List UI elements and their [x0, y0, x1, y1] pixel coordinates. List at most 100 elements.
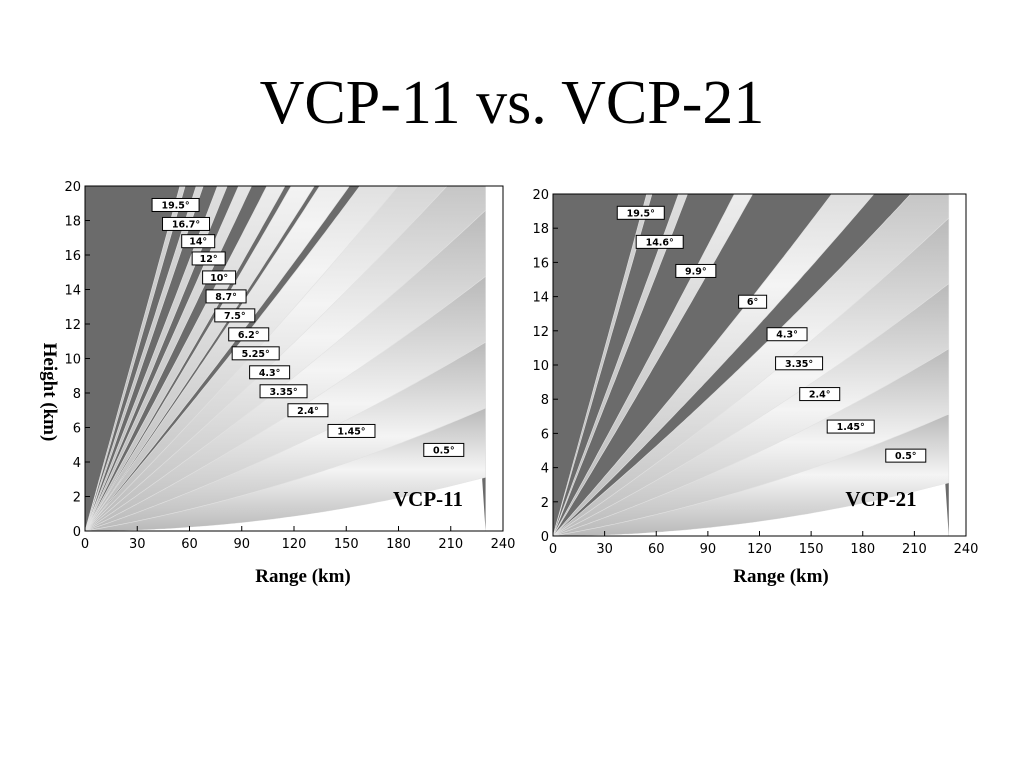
- beam-label-text: 0.5°: [433, 445, 455, 456]
- beam-label-text: 12°: [200, 254, 218, 265]
- y-tick-label: 14: [64, 284, 81, 299]
- beam-label-text: 19.5°: [161, 200, 189, 211]
- beam-label-box: [259, 384, 308, 399]
- x-tick-label: 150: [334, 537, 359, 552]
- y-tick-label: 12: [64, 318, 81, 333]
- beam-label-text: 5.25°: [242, 349, 270, 360]
- beam-label: 1.45°: [826, 419, 875, 434]
- beam-vcp21-3: [553, 194, 875, 536]
- y-tick-label: 16: [532, 256, 549, 271]
- beam-label-box: [249, 365, 291, 380]
- y-tick-label: 6: [541, 427, 549, 442]
- beam-label-text: 0.5°: [895, 451, 917, 462]
- beam-label: 19.5°: [616, 205, 665, 220]
- y-tick-label: 20: [532, 188, 549, 203]
- beam-label-box: [616, 205, 665, 220]
- x-tick-label: 90: [233, 537, 250, 552]
- beam-label-text: 3.35°: [269, 387, 297, 398]
- beam-label: 19.5°: [151, 197, 200, 212]
- beam-label: 0.5°: [423, 442, 465, 457]
- beam-label-text: 6°: [747, 297, 758, 308]
- beam-label-box: [191, 251, 226, 266]
- y-tick-label: 10: [532, 359, 549, 374]
- ground: [85, 478, 486, 531]
- beam-label-text: 1.45°: [837, 422, 865, 433]
- beam-vcp21-0: [553, 194, 653, 536]
- beam-vcp21-1: [553, 194, 688, 536]
- beam-label-text: 10°: [210, 273, 228, 284]
- beam-label: 12°: [191, 251, 226, 266]
- beam-label-box: [287, 403, 329, 418]
- beam-label-box: [775, 356, 824, 371]
- y-tick-label: 12: [532, 325, 549, 340]
- x-tick-label: 180: [386, 537, 411, 552]
- x-tick-label: 120: [747, 542, 772, 557]
- beam-label-text: 4.3°: [259, 368, 281, 379]
- y-tick-label: 4: [73, 456, 81, 471]
- beam-label: 3.35°: [775, 356, 824, 371]
- x-tick-label: 210: [438, 537, 463, 552]
- x-tick-label: 60: [181, 537, 198, 552]
- beam-label: 14°: [181, 234, 216, 249]
- beam-label-text: 14.6°: [646, 237, 674, 248]
- beam-label-box: [766, 327, 808, 342]
- beam-vcp11-1: [85, 186, 204, 531]
- ground: [553, 483, 949, 536]
- beam-label-box: [151, 197, 200, 212]
- beam-label-box: [826, 419, 875, 434]
- beam-label-text: 14°: [189, 237, 207, 248]
- y-axis-label: Height (km): [39, 343, 60, 442]
- beam-label-box: [228, 327, 270, 342]
- beam-vcp11-13: [85, 407, 486, 531]
- beam-label: 7.5°: [214, 308, 256, 323]
- y-tick-label: 20: [64, 180, 81, 195]
- beam-label-box: [214, 308, 256, 323]
- beam-label-text: 1.45°: [337, 426, 365, 437]
- beam-label: 6°: [738, 294, 768, 309]
- beam-vcp21-8: [553, 413, 950, 536]
- y-tick-label: 2: [541, 496, 549, 511]
- beam-label-box: [231, 346, 280, 361]
- beam-label: 5.25°: [231, 346, 280, 361]
- vcp-annotation: VCP-21: [845, 487, 916, 511]
- beam-vcp21-2: [553, 194, 754, 536]
- x-tick-label: 240: [491, 537, 516, 552]
- x-axis-label: Range (km): [255, 566, 351, 587]
- beam-label: 0.5°: [885, 448, 927, 463]
- x-tick-label: 240: [954, 542, 979, 557]
- y-tick-label: 8: [73, 387, 81, 402]
- beam-label-box: [202, 270, 237, 285]
- y-tick-label: 18: [64, 215, 81, 230]
- beam-label-box: [205, 289, 247, 304]
- x-tick-label: 30: [596, 542, 613, 557]
- y-tick-label: 16: [64, 249, 81, 264]
- beam-label-text: 8.7°: [215, 292, 237, 303]
- y-tick-label: 14: [532, 291, 549, 306]
- x-tick-label: 120: [282, 537, 307, 552]
- beam-label-box: [327, 423, 376, 438]
- y-tick-label: 0: [541, 530, 549, 545]
- beam-label: 3.35°: [259, 384, 308, 399]
- beam-label: 4.3°: [249, 365, 291, 380]
- beam-vcp11-0: [85, 186, 186, 531]
- beam-label-text: 6.2°: [238, 330, 260, 341]
- x-tick-label: 0: [81, 537, 89, 552]
- beam-label: 2.4°: [287, 403, 329, 418]
- x-tick-label: 180: [850, 542, 875, 557]
- beam-label-text: 4.3°: [776, 330, 798, 341]
- beam-label: 9.9°: [675, 263, 717, 278]
- x-tick-label: 150: [799, 542, 824, 557]
- x-tick-label: 60: [648, 542, 665, 557]
- beam-label-box: [162, 216, 211, 231]
- y-tick-label: 8: [541, 393, 549, 408]
- x-tick-label: 210: [902, 542, 927, 557]
- beam-label-text: 9.9°: [685, 266, 707, 277]
- beam-label: 4.3°: [766, 327, 808, 342]
- beam-label-text: 7.5°: [224, 311, 246, 322]
- y-tick-label: 4: [541, 462, 549, 477]
- beam-label: 8.7°: [205, 289, 247, 304]
- beam-label-text: 3.35°: [785, 359, 813, 370]
- beam-label-box: [799, 387, 841, 402]
